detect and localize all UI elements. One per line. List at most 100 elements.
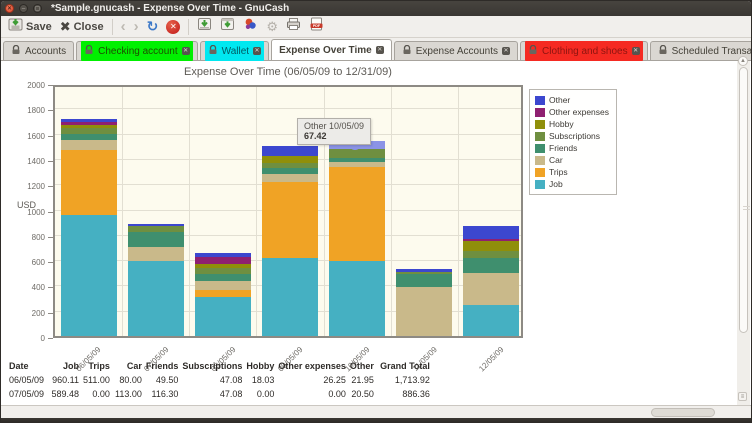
table-header: Other <box>349 361 374 371</box>
bar-segment-other[interactable] <box>463 225 520 239</box>
legend-label: Friends <box>549 143 578 153</box>
bar-segment-friends[interactable] <box>329 158 386 163</box>
bar-segment-trips[interactable] <box>60 149 117 215</box>
legend-item: Friends <box>535 142 609 154</box>
bar-segment-hobby[interactable] <box>262 155 318 163</box>
bar-segment-subscriptions[interactable] <box>329 149 386 159</box>
stop-button[interactable]: ✕ <box>162 19 184 35</box>
bar-segment-subscriptions[interactable] <box>127 226 184 233</box>
scrollbar-thumb[interactable] <box>739 67 750 333</box>
bar-segment-car[interactable] <box>329 162 386 168</box>
scroll-up-icon[interactable]: ▲ <box>738 56 748 66</box>
tab-expense-over-time[interactable]: Expense Over Time ✕ <box>271 39 392 60</box>
bar-segment-friends[interactable] <box>262 168 318 175</box>
tab-close-icon[interactable]: ✕ <box>253 47 262 55</box>
bar-segment-car[interactable] <box>60 139 117 150</box>
y-tick-label: 0 <box>40 334 45 343</box>
tab-wallet[interactable]: Wallet ✕ <box>199 41 270 61</box>
table-header: Other expenses <box>278 361 346 371</box>
bar-segment-car[interactable] <box>463 273 520 306</box>
export-button[interactable] <box>193 16 216 37</box>
bar-segment-job[interactable] <box>127 261 184 336</box>
bar-segment-other-expenses[interactable] <box>463 238 520 241</box>
y-tick-label: 1400 <box>27 156 45 166</box>
chart-title: Expense Over Time (06/05/09 to 12/31/09) <box>184 66 392 78</box>
bar-segment-friends[interactable] <box>463 258 520 274</box>
bar-segment-subscriptions[interactable] <box>463 250 520 259</box>
bar-segment-friends[interactable] <box>60 133 117 140</box>
bar-segment-trips[interactable] <box>262 181 318 258</box>
gridline <box>55 133 521 135</box>
report-options-button[interactable] <box>239 16 262 37</box>
close-tab-button[interactable]: ✖ Close <box>56 18 108 36</box>
bar-segment-trips[interactable] <box>194 290 251 297</box>
tab-checking-account[interactable]: Checking account ✕ <box>76 41 198 61</box>
scroll-corner-icon[interactable]: ≡ <box>738 392 747 401</box>
bar-segment-subscriptions[interactable] <box>60 127 117 134</box>
tab-close-icon[interactable]: ✕ <box>181 47 190 55</box>
bar-segment-job[interactable] <box>60 214 117 336</box>
bar-segment-other-expenses[interactable] <box>60 121 117 126</box>
save-button[interactable]: Save <box>4 16 56 37</box>
tab-close-icon[interactable]: ✕ <box>375 46 384 54</box>
export-alt-button[interactable] <box>216 16 239 37</box>
bar-segment-car[interactable] <box>194 280 251 291</box>
legend-swatch <box>535 167 545 177</box>
table-cell: 26.25 <box>323 375 346 385</box>
horizontal-scrollbar-thumb[interactable] <box>651 408 715 417</box>
y-tick-label: 1200 <box>27 182 45 192</box>
bar-segment-job[interactable] <box>262 257 318 336</box>
bar-segment-car[interactable] <box>262 174 318 182</box>
window-minimize-button[interactable]: – <box>19 4 28 13</box>
bar-segment-hobby[interactable] <box>463 240 520 251</box>
forward-icon: › <box>133 18 139 35</box>
bar-segment-hobby[interactable] <box>60 125 117 128</box>
bar-segment-other[interactable] <box>60 119 117 122</box>
window-maximize-button[interactable]: ▢ <box>33 4 42 13</box>
print-icon <box>286 17 301 36</box>
bar-segment-subscriptions[interactable] <box>396 272 453 275</box>
bar-segment-friends[interactable] <box>127 232 184 248</box>
tab-close-icon[interactable]: ✕ <box>631 47 640 55</box>
legend-swatch <box>535 143 545 153</box>
y-tick-mark <box>48 160 53 162</box>
bar-segment-job[interactable] <box>194 296 251 336</box>
vertical-scrollbar[interactable]: ▲ ≡ <box>737 56 750 405</box>
tab-accounts[interactable]: Accounts <box>3 41 75 60</box>
bar-segment-job[interactable] <box>329 261 386 336</box>
tab-close-icon[interactable]: ✕ <box>502 47 510 55</box>
bar-segment-other[interactable] <box>262 145 318 156</box>
window-close-button[interactable]: ✕ <box>5 4 14 13</box>
bar-segment-trips[interactable] <box>329 167 386 262</box>
export-pdf-button[interactable]: PDF <box>305 16 328 37</box>
options-button[interactable]: ⚙ <box>262 18 282 36</box>
bar-segment-subscriptions[interactable] <box>194 268 251 275</box>
bar-segment-car[interactable] <box>396 286 453 336</box>
bar-segment-hobby[interactable] <box>194 263 251 269</box>
tab-expense-accounts[interactable]: Expense Accounts ✕ <box>393 41 518 60</box>
bar-segment-other[interactable] <box>194 252 251 257</box>
y-tick-label: 600 <box>31 258 45 268</box>
bar-segment-other[interactable] <box>127 223 184 227</box>
legend-swatch <box>535 107 545 117</box>
forward-button[interactable]: › <box>130 17 143 36</box>
bar-segment-friends[interactable] <box>194 274 251 281</box>
table-cell: 116.30 <box>151 389 179 399</box>
bar-segment-friends[interactable] <box>396 274 453 287</box>
toolbar-separator <box>111 18 113 35</box>
reload-button[interactable]: ↻ <box>143 17 163 36</box>
tab-label: Accounts <box>25 45 67 57</box>
bar-segment-subscriptions[interactable] <box>262 162 318 169</box>
back-button[interactable]: ‹ <box>117 17 130 36</box>
y-tick-mark <box>48 135 53 137</box>
bar-segment-other[interactable] <box>396 268 453 273</box>
account-icon <box>208 42 218 60</box>
bar-segment-other-expenses[interactable] <box>194 256 251 264</box>
table-cell: 0.00 <box>256 389 275 399</box>
print-button[interactable] <box>282 16 305 37</box>
bar-segment-car[interactable] <box>127 247 184 262</box>
tab-scheduled-transactions[interactable]: Scheduled Transactions✕ <box>649 41 751 60</box>
gridline <box>256 87 257 336</box>
bar-segment-job[interactable] <box>463 305 520 336</box>
tab-clothing-and-shoes[interactable]: Clothing and shoes ✕ <box>520 41 648 61</box>
